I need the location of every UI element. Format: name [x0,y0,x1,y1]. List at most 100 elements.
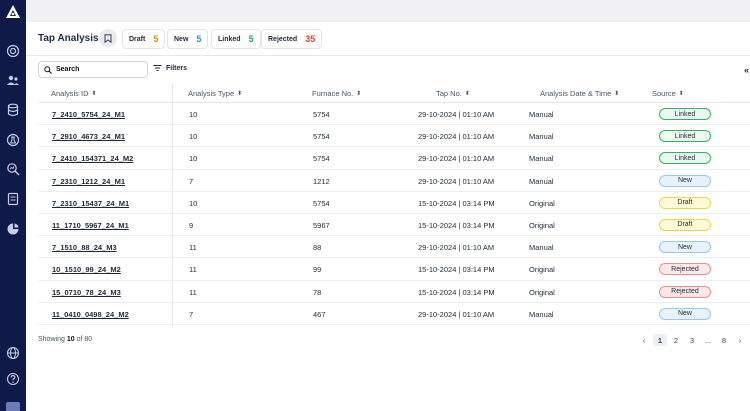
header-furnace-no[interactable]: Furnace No. ⬍ [312,89,362,98]
table-body: 7_2410_5754_24_M1 10 5754 29-10-2024 | 01:1… [38,103,750,325]
search-box[interactable] [38,61,148,78]
database-icon[interactable] [6,103,20,117]
table-row[interactable]: 7_1510_88_24_M3 11 88 29-10-2024 | 01:10 AM… [38,236,750,259]
bookmark-button[interactable] [99,29,117,47]
filters-button[interactable]: Filters [153,64,187,72]
table-row[interactable]: 15_0710_78_24_M3 11 78 15-10-2024 | 03:14 P… [38,281,750,303]
globe-flask-icon[interactable] [6,133,20,147]
chip-count: 5 [248,34,254,44]
cell-analysis-id[interactable]: 7_1510_88_24_M3 [52,243,117,253]
search-analytics-icon[interactable] [6,162,20,176]
sort-icon: ⬍ [91,91,97,97]
cell-furnace-no: 99 [313,265,322,275]
page-button[interactable]: 3 [689,335,695,345]
cell-tap-no: 29-10-2024 | 01:10 AM [418,176,495,186]
search-input[interactable] [56,66,146,73]
cell-analysis-type: 10 [189,132,198,142]
cell-analysis-type: 10 [189,110,198,119]
cell-analysis-id[interactable]: 7_2310_1212_24_M1 [52,176,125,186]
sort-icon: ⬍ [356,91,362,97]
next-page-icon[interactable]: › [738,335,742,345]
target-icon[interactable] [6,44,20,58]
table-header: Analysis ID ⬍ Analysis Type ⬍ Furnace No. ⬍… [38,84,750,103]
chip-linked[interactable]: Linked 5 [211,29,261,49]
table-row[interactable]: 7_2310_15437_24_M1 10 5754 15-10-2024 | 03:… [38,192,750,214]
analysis-table: Analysis ID ⬍ Analysis Type ⬍ Furnace No. ⬍… [38,84,750,326]
sort-icon: ⬍ [678,91,684,97]
globe-icon[interactable] [6,346,20,360]
table-row[interactable]: 7_2410_5754_24_M1 10 5754 29-10-2024 | 01:1… [38,103,750,126]
title-bar: Tap Analysis Draft 5 New 5 Linked 5 Reje… [26,22,750,56]
cell-furnace-no: 5754 [313,132,330,142]
table-row[interactable]: 7_2310_1212_24_M1 7 1212 29-10-2024 | 01:10… [38,170,750,192]
table-row[interactable]: 11_0410_0498_24_M2 7 467 29-10-2024 | 01:10… [38,303,750,325]
page-button[interactable]: 1 [653,334,667,346]
status-badge: Linked [659,108,711,120]
cell-analysis-id[interactable]: 15_0710_78_24_M3 [52,287,121,297]
page-button[interactable]: 8 [721,335,727,345]
cell-analysis-id[interactable]: 7_2910_4673_24_M1 [52,132,125,142]
cell-furnace-no: 1212 [313,176,330,186]
double-chevron-icon[interactable]: « [744,65,750,75]
status-badge: New [659,241,711,254]
sort-icon: ⬍ [464,91,470,97]
page-title: Tap Analysis [38,33,99,44]
cell-analysis-type: 7 [189,309,194,319]
status-badge: Draft [659,196,711,209]
report-icon[interactable] [6,192,20,206]
status-badge: Linked [659,130,711,143]
header-analysis-type[interactable]: Analysis Type ⬍ [188,89,243,98]
chip-new[interactable]: New 5 [167,29,209,49]
cell-analysis-type: 10 [189,154,198,164]
table-row[interactable]: 7_2910_4673_24_M1 10 5754 29-10-2024 | 01:1… [38,125,750,148]
filter-icon [153,65,162,71]
page-list: 1 2 3... 8 [653,334,733,346]
chip-count: 5 [196,34,202,44]
status-badge: New [659,174,711,187]
chip-count: 35 [305,34,316,44]
help-icon[interactable] [6,372,20,386]
cell-tap-no: 15-10-2024 | 03:14 PM [418,287,495,297]
cell-analysis-id[interactable]: 7_2310_15437_24_M1 [52,198,130,208]
cell-furnace-no: 88 [313,243,322,253]
cell-furnace-no: 5754 [313,110,330,119]
header-source[interactable]: Source ⬍ [652,89,684,98]
chart-gear-icon[interactable] [6,222,20,236]
cell-analysis-date: Original [529,198,555,208]
sort-icon: ⬍ [614,91,620,97]
cell-analysis-date: Manual [529,132,554,142]
cell-analysis-type: 10 [189,198,198,208]
users-icon[interactable] [6,73,20,87]
table-row[interactable]: 11_1710_5967_24_M1 9 5967 15-10-2024 | 03:1… [38,214,750,237]
chip-label: Linked [218,35,241,43]
cell-analysis-type: 11 [189,265,197,275]
header-analysis-id[interactable]: Analysis ID ⬍ [51,89,97,98]
cell-analysis-date: Original [529,220,555,230]
header-tap-no[interactable]: Tap No. ⬍ [436,89,470,98]
cell-furnace-no: 5754 [313,198,330,208]
cell-tap-no: 29-10-2024 | 01:10 AM [418,243,495,253]
sort-icon: ⬍ [237,91,243,97]
cell-analysis-type: 9 [189,220,194,230]
app-logo-icon[interactable] [5,4,21,20]
cell-analysis-id[interactable]: 7_2410_154371_24_M2 [52,154,134,164]
chip-draft[interactable]: Draft 5 [122,29,166,49]
cell-analysis-id[interactable]: 11_0410_0498_24_M2 [52,309,129,319]
table-row[interactable]: 7_2410_154371_24_M2 10 5754 29-10-2024 | 01… [38,147,750,170]
cell-analysis-id[interactable]: 10_1510_99_24_M2 [52,265,121,275]
prev-page-icon[interactable]: ‹ [642,335,646,345]
cell-furnace-no: 78 [313,287,322,297]
table-row[interactable]: 10_1510_99_24_M2 11 99 15-10-2024 | 03:14 P… [38,258,750,281]
header-analysis-date[interactable]: Analysis Date & Time ⬍ [540,89,620,98]
chip-rejected[interactable]: Rejected 35 [261,29,323,49]
cell-analysis-type: 11 [189,287,197,297]
page-button[interactable]: 2 [673,335,679,345]
status-badge: Rejected [659,263,711,276]
cell-analysis-id[interactable]: 7_2410_5754_24_M1 [52,110,125,119]
sidebar [0,0,26,411]
page-button: ... [704,335,712,345]
avatar[interactable] [6,402,20,411]
cell-furnace-no: 467 [313,309,326,319]
chip-count: 5 [153,34,159,44]
cell-analysis-id[interactable]: 11_1710_5967_24_M1 [52,220,129,230]
